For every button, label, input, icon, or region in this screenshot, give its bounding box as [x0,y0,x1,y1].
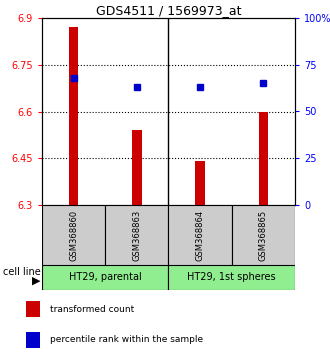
Text: HT29, parental: HT29, parental [69,273,142,282]
Bar [69,27,78,205]
Bar [195,161,205,205]
Bar [132,130,142,205]
FancyBboxPatch shape [169,265,295,290]
Text: GSM368865: GSM368865 [259,210,268,261]
FancyBboxPatch shape [42,265,169,290]
Text: GSM368863: GSM368863 [132,209,141,261]
Bar [259,112,268,205]
Text: GSM368860: GSM368860 [69,210,78,261]
Text: transformed count: transformed count [50,305,134,314]
Bar [26,301,40,317]
FancyBboxPatch shape [42,205,105,265]
Text: HT29, 1st spheres: HT29, 1st spheres [187,273,276,282]
FancyBboxPatch shape [169,205,232,265]
FancyBboxPatch shape [105,205,169,265]
FancyBboxPatch shape [232,205,295,265]
Title: GDS4511 / 1569973_at: GDS4511 / 1569973_at [96,4,241,17]
Text: ▶: ▶ [32,276,41,286]
Text: cell line: cell line [3,267,41,277]
Bar [26,332,40,348]
Text: percentile rank within the sample: percentile rank within the sample [50,336,203,344]
Text: GSM368864: GSM368864 [196,210,205,261]
